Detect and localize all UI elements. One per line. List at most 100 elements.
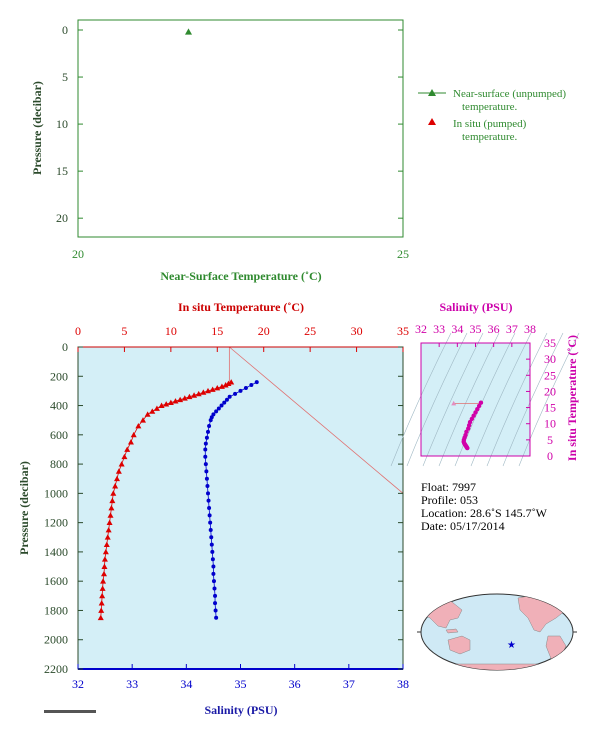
footer-stamp (44, 710, 96, 713)
salinity-point (209, 542, 214, 547)
temperature-tick-label: 10 (165, 324, 177, 338)
pressure-tick-label: 0 (62, 340, 68, 354)
salinity-tick-label: 32 (72, 677, 84, 691)
profile-date: Date: 05/17/2014 (421, 519, 505, 533)
profile-number: Profile: 053 (421, 493, 478, 507)
temperature-point (118, 461, 125, 467)
density-contour (518, 332, 580, 467)
pressure-tick-label: 800 (50, 457, 68, 471)
near-surface-x-tick-label: 25 (397, 247, 409, 261)
salinity-point (213, 593, 218, 598)
temperature-point (218, 383, 225, 389)
temperature-tick-label: 0 (75, 324, 81, 338)
salinity-tick-label: 37 (343, 677, 355, 691)
near-surface-legend: Near-surface (unpumped) temperature. In … (418, 88, 566, 143)
temperature-point (177, 396, 184, 403)
temperature-point (127, 439, 134, 445)
temperature-point (205, 387, 211, 394)
world-map: ★ (417, 593, 577, 671)
near-surface-y-tick-label: 15 (56, 164, 68, 178)
temperature-tick-label: 15 (211, 324, 223, 338)
profile-panel: 0 5 10 15 20 25 30 35 32 33 34 35 36 37 38 0 200 400 600 80… (17, 300, 409, 717)
temperature-point (167, 399, 174, 406)
temperature-point (172, 398, 179, 404)
salinity-point (207, 513, 212, 518)
temperature-point (102, 548, 109, 555)
ts-temperature-tick-label: 35 (544, 336, 556, 350)
temperature-point (97, 614, 104, 621)
salinity-point (209, 535, 214, 540)
legend-near-surface-line2: temperature. (462, 101, 518, 113)
pressure-tick-label: 1800 (44, 603, 68, 617)
ts-plot-background (421, 343, 530, 456)
salinity-point (212, 586, 217, 591)
near-surface-y-tick-label: 5 (62, 70, 68, 84)
near-surface-x-tick-label: 20 (72, 247, 84, 261)
temperature-point (105, 526, 112, 533)
temperature-point (99, 592, 106, 599)
salinity-point (243, 385, 248, 390)
ts-salinity-tick-label: 36 (488, 322, 500, 336)
salinity-point (219, 403, 224, 408)
near-surface-y-tick-label: 20 (56, 211, 68, 225)
profile-top-axis-title: In situ Temperature (˚C) (178, 300, 304, 314)
salinity-point (211, 571, 216, 576)
temperature-point (195, 390, 202, 397)
temperature-point (112, 483, 119, 489)
salinity-tick-label: 38 (397, 677, 409, 691)
salinity-point (205, 484, 210, 489)
temperature-point (191, 392, 198, 398)
near-surface-x-ticks: 20 25 (72, 247, 409, 261)
temperature-point (163, 401, 170, 407)
salinity-point (203, 447, 208, 452)
salinity-point (208, 527, 213, 532)
temperature-point (158, 402, 165, 408)
salinity-point (211, 579, 216, 584)
temperature-tick-label: 30 (351, 324, 363, 338)
ts-point (478, 400, 484, 405)
salinity-point (214, 615, 219, 620)
salinity-point (222, 400, 227, 405)
temperature-point (222, 382, 229, 388)
ts-temperature-tick-label: 25 (544, 368, 556, 382)
salinity-tick-label: 33 (126, 677, 138, 691)
temperature-point (106, 519, 113, 526)
pressure-tick-label: 2200 (44, 662, 68, 676)
ts-near-surface-marker (451, 400, 457, 406)
near-surface-guide-line (229, 346, 404, 494)
ts-point (466, 426, 471, 431)
temperature-point (100, 578, 107, 584)
density-contour (390, 332, 452, 467)
ts-point (471, 413, 476, 418)
near-surface-y-tick-label: 0 (62, 23, 68, 37)
temperature-point (108, 505, 115, 511)
density-contour (502, 332, 564, 467)
salinity-point (216, 406, 221, 411)
temperature-point (114, 475, 120, 482)
near-surface-points (185, 28, 192, 35)
float-location-star: ★ (507, 640, 516, 651)
ts-point (476, 403, 482, 409)
salinity-point (210, 549, 215, 554)
pressure-tick-label: 1600 (44, 574, 68, 588)
temperature-tick-label: 35 (397, 324, 409, 338)
ts-temperature-tick-label: 15 (544, 401, 556, 415)
temperature-point (149, 408, 156, 414)
ts-point (469, 416, 475, 422)
salinity-point (210, 557, 215, 562)
float-location: Location: 28.6˚S 145.7˚W (421, 506, 548, 520)
ts-diagram-panel: 32 33 34 35 36 37 38 0 5 10 15 20 25 30 35 Salinity (P… (390, 300, 580, 467)
legend-near-surface-line1: Near-surface (unpumped) (453, 88, 566, 100)
density-contour (438, 332, 500, 467)
land-indonesia (445, 628, 459, 634)
salinity-point (233, 391, 238, 396)
pressure-tick-label: 1400 (44, 545, 68, 559)
pressure-tick-label: 200 (50, 369, 68, 383)
ts-salinity-tick-label: 34 (451, 322, 463, 336)
profile-plot-background (78, 347, 403, 669)
salinity-point (207, 424, 212, 429)
temperature-point (115, 468, 122, 474)
legend-in-situ-line2: temperature. (462, 131, 518, 143)
ts-salinity-tick-label: 38 (524, 322, 536, 336)
density-contour (422, 332, 484, 467)
